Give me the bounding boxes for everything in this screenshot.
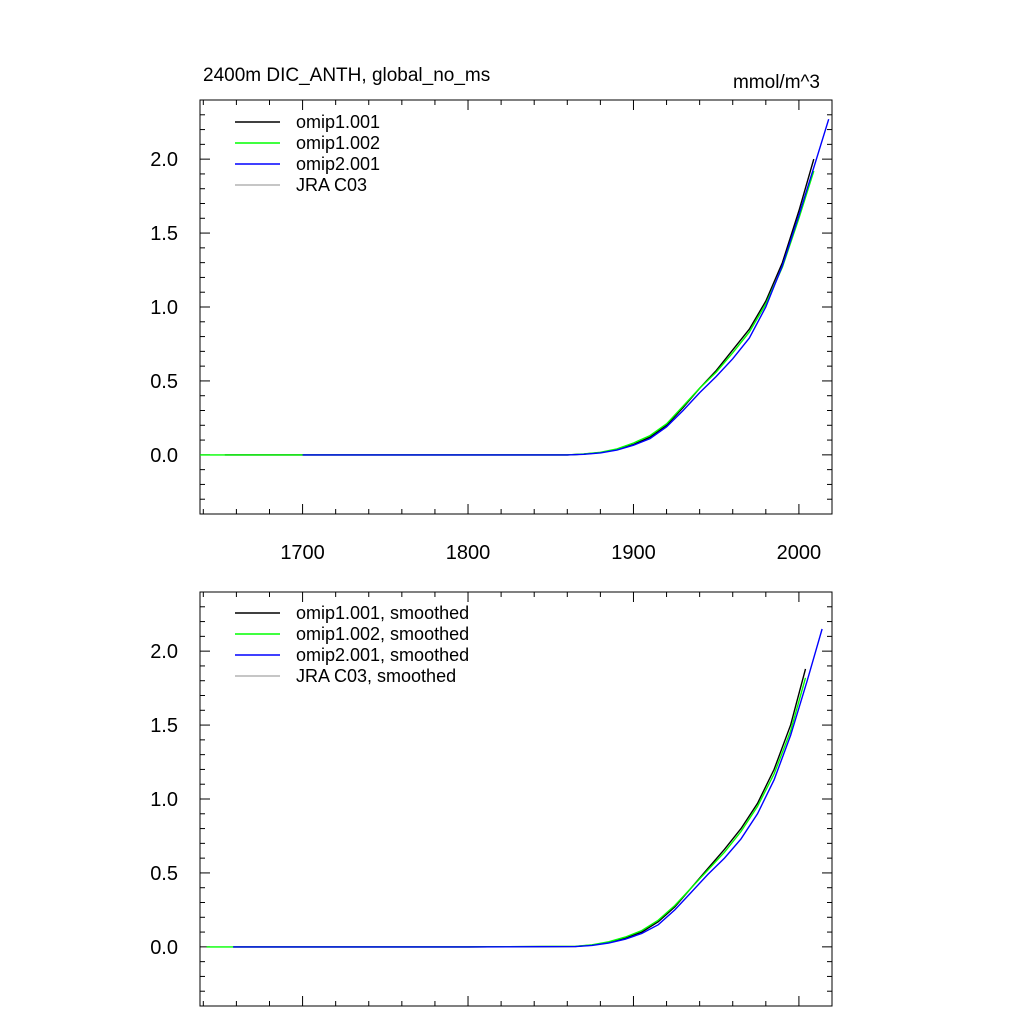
legend-label: omip1.001, smoothed <box>296 603 469 623</box>
plot-frame <box>199 591 833 1007</box>
series-line-0 <box>233 668 807 948</box>
series-lines <box>200 118 830 456</box>
legend-label: omip2.001, smoothed <box>296 645 469 665</box>
x-tick-label: 1700 <box>280 542 325 564</box>
x-tick-label: 1900 <box>611 542 656 564</box>
units-label: mmol/m^3 <box>733 72 820 93</box>
legend-label: omip1.002, smoothed <box>296 624 469 644</box>
series-lines <box>206 628 823 948</box>
x-tick-label: 1800 <box>446 542 491 564</box>
y-tick-label: 1.5 <box>150 223 178 245</box>
y-tick-label: 0.5 <box>150 863 178 885</box>
legend-label: omip1.002 <box>296 133 380 153</box>
axis-ticks: 0.0 0.5 1.0 1.5 2.0 1700 1800 1900 2000 <box>150 99 833 564</box>
chart-title: 2400m DIC_ANTH, global_no_ms <box>203 65 490 86</box>
axis-ticks: 0.0 0.5 1.0 1.5 2.0 <box>150 591 833 1007</box>
y-tick-label: 0.5 <box>150 371 178 393</box>
legend-label: omip2.001 <box>296 154 380 174</box>
y-tick-label: 1.0 <box>150 297 178 319</box>
legend-label: JRA C03, smoothed <box>296 666 456 686</box>
y-tick-label: 0.0 <box>150 937 178 959</box>
x-tick-label: 2000 <box>777 542 822 564</box>
plot-frame <box>199 99 833 515</box>
y-tick-label: 2.0 <box>150 641 178 663</box>
y-tick-label: 1.5 <box>150 715 178 737</box>
series-line-1 <box>206 677 807 948</box>
legend-label: JRA C03 <box>296 175 367 195</box>
series-line-0 <box>224 158 815 456</box>
legend-label: omip1.001 <box>296 112 380 132</box>
series-line-2 <box>233 628 823 948</box>
series-line-1 <box>200 170 815 456</box>
y-tick-label: 0.0 <box>150 445 178 467</box>
series-line-2 <box>302 118 830 456</box>
y-tick-label: 1.0 <box>150 789 178 811</box>
top-panel: 2400m DIC_ANTH, global_no_ms mmol/m^3 0.… <box>150 65 833 564</box>
y-tick-label: 2.0 <box>150 149 178 171</box>
bottom-panel: 0.0 0.5 1.0 1.5 2.0 omip1.001, smoothedomip1… <box>150 591 833 1007</box>
